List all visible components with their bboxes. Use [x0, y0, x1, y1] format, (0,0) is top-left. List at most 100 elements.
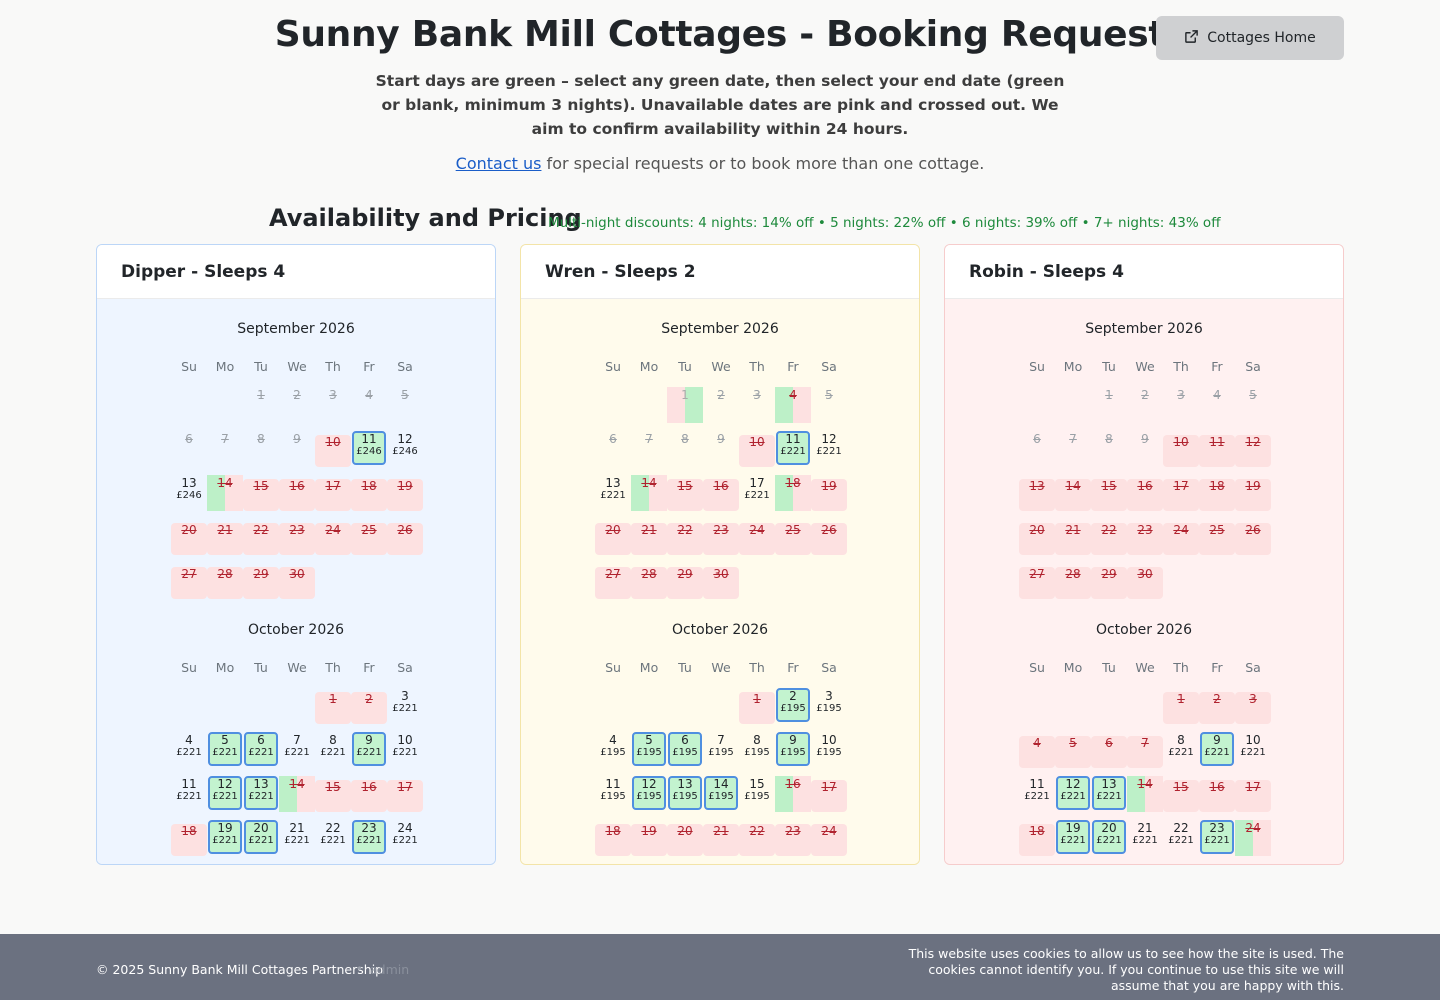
calendar-day-available[interactable]: 7 £221	[279, 732, 315, 768]
calendar-day-available[interactable]: 11 £221	[1019, 776, 1055, 812]
day-price: £246	[356, 446, 382, 457]
calendar-day-changeover[interactable]: 16	[775, 776, 811, 812]
contact-us-link[interactable]: Contact us	[455, 154, 542, 173]
calendar-day-start[interactable]: 6 £195	[667, 732, 703, 768]
cottages-home-button[interactable]: Cottages Home	[1156, 16, 1344, 60]
calendar-day-unavailable: 21	[703, 820, 739, 856]
calendar-day-start[interactable]: 13 £195	[667, 776, 703, 812]
cottage-card: Dipper - Sleeps 4 September 2026 Su Mo Tu We T…	[96, 244, 496, 865]
weekday-header: We	[711, 359, 731, 374]
admin-link[interactable]: admin	[370, 962, 410, 977]
calendar-day-available[interactable]: 10 £221	[387, 732, 423, 768]
calendar-day-unavailable: 24	[739, 519, 775, 555]
calendar-day-available[interactable]: 3 £221	[387, 688, 423, 724]
calendar-day-start[interactable]: 20 £221	[243, 820, 279, 856]
calendar-day-start[interactable]: 23 £221	[351, 820, 387, 856]
calendar-day-available[interactable]: 11 £195	[595, 776, 631, 812]
calendar-day-available[interactable]: 17 £221	[739, 475, 775, 511]
calendar-day-start[interactable]: 20 £221	[1091, 820, 1127, 856]
calendar-day-available[interactable]: 15 £195	[739, 776, 775, 812]
calendar-day-start[interactable]: 9 £195	[775, 732, 811, 768]
calendar-day-available[interactable]: 4 £221	[171, 732, 207, 768]
day-price: £221	[1096, 835, 1122, 846]
day-number: 26	[397, 523, 413, 537]
calendar-day-unavailable: 6	[1091, 732, 1127, 768]
calendar-day-unavailable: 2	[1199, 688, 1235, 724]
calendar-day-start[interactable]: 11 £221	[775, 431, 811, 467]
calendar-day-changeover[interactable]: 14	[1127, 776, 1163, 812]
calendar-day-changeover[interactable]: 14	[207, 475, 243, 511]
day-number: 19	[641, 824, 657, 838]
calendar-day-start[interactable]: 14 £195	[703, 776, 739, 812]
calendar-day-available[interactable]: 3 £195	[811, 688, 847, 724]
weekday-header: Th	[1173, 660, 1189, 675]
calendar-day-available[interactable]: 10 £221	[1235, 732, 1271, 768]
calendar-day-changeover[interactable]: 14	[631, 475, 667, 511]
day-number: 30	[289, 567, 305, 581]
calendar-day-changeover[interactable]: 24	[1235, 820, 1271, 856]
calendar-day-start[interactable]: 13 £221	[1091, 776, 1127, 812]
calendar-day-unavailable: 27	[171, 563, 207, 599]
calendar-day-past: 4	[1199, 387, 1235, 423]
calendar-day-available[interactable]: 12 £246	[387, 431, 423, 467]
calendar-day-start[interactable]: 9 £221	[351, 732, 387, 768]
calendar-day-available[interactable]: 12 £221	[811, 431, 847, 467]
calendar-day-available[interactable]: 24 £221	[387, 820, 423, 856]
page-title: Sunny Bank Mill Cottages - Booking Reque…	[274, 14, 1166, 55]
day-number: 12	[1065, 777, 1081, 791]
calendar-day-changeover[interactable]: 18	[775, 475, 811, 511]
weekday-header: Fr	[787, 660, 799, 675]
booking-instructions: Start days are green – select any green …	[375, 72, 1065, 138]
calendar-day-start[interactable]: 9 £221	[1199, 732, 1235, 768]
calendar-day-available[interactable]: 13 £221	[595, 475, 631, 511]
calendar-day-start[interactable]: 11 £246	[351, 431, 387, 467]
calendar-day-available[interactable]: 21 £221	[1127, 820, 1163, 856]
day-number: 16	[1209, 780, 1225, 794]
calendar-day-start[interactable]: 6 £221	[243, 732, 279, 768]
calendar-day-start[interactable]: 12 £221	[1055, 776, 1091, 812]
calendar-day-start[interactable]: 19 £221	[1055, 820, 1091, 856]
day-price: £195	[816, 703, 842, 714]
copyright: © 2025 Sunny Bank Mill Cottages Partners…	[96, 962, 384, 977]
day-price: £195	[708, 791, 734, 802]
calendar-day-available[interactable]: 4 £195	[595, 732, 631, 768]
calendar-day-available[interactable]: 22 £221	[315, 820, 351, 856]
day-number: 6	[609, 432, 617, 446]
calendar-day-start[interactable]: 12 £195	[631, 776, 667, 812]
calendar-day-changeover[interactable]: 4	[775, 387, 811, 423]
calendar-day-available[interactable]: 22 £221	[1163, 820, 1199, 856]
calendar-day-start[interactable]: 13 £221	[243, 776, 279, 812]
day-number: 26	[1245, 523, 1261, 537]
calendar-day-start[interactable]: 12 £221	[207, 776, 243, 812]
calendar-day-start[interactable]: 2 £195	[775, 688, 811, 724]
calendar-day-start[interactable]: 5 £195	[631, 732, 667, 768]
footer: © 2025 Sunny Bank Mill Cottages Partners…	[0, 934, 1440, 1000]
calendar-day-start[interactable]: 5 £221	[207, 732, 243, 768]
calendar-day-unavailable: 16	[1127, 475, 1163, 511]
calendar-day-available[interactable]: 8 £195	[739, 732, 775, 768]
day-number: 27	[181, 567, 197, 581]
day-number: 15	[677, 479, 693, 493]
calendar-day-changeover[interactable]: 1	[667, 387, 703, 423]
calendar-day-start[interactable]: 23 £221	[1199, 820, 1235, 856]
day-number: 7	[221, 432, 229, 446]
day-number: 18	[1209, 479, 1225, 493]
calendar-day-start[interactable]: 19 £221	[207, 820, 243, 856]
day-number: 15	[749, 777, 765, 791]
calendar-day-available[interactable]: 8 £221	[315, 732, 351, 768]
calendar-day-available[interactable]: 8 £221	[1163, 732, 1199, 768]
calendar-day-available[interactable]: 21 £221	[279, 820, 315, 856]
calendar-day-available[interactable]: 13 £246	[171, 475, 207, 511]
day-number: 21	[1065, 523, 1081, 537]
calendar-day-available[interactable]: 11 £221	[171, 776, 207, 812]
contact-line: Contact us for special requests or to bo…	[0, 154, 1440, 173]
day-number: 15	[325, 780, 341, 794]
day-number: 18	[1029, 824, 1045, 838]
calendar-day-available[interactable]: 10 £195	[811, 732, 847, 768]
calendar-day-available[interactable]: 7 £195	[703, 732, 739, 768]
day-number: 23	[289, 523, 305, 537]
footer-separator: •	[356, 962, 364, 976]
calendar-day-unavailable: 15	[1091, 475, 1127, 511]
calendar-day-changeover[interactable]: 14	[279, 776, 315, 812]
weekday-header: Su	[181, 359, 197, 374]
